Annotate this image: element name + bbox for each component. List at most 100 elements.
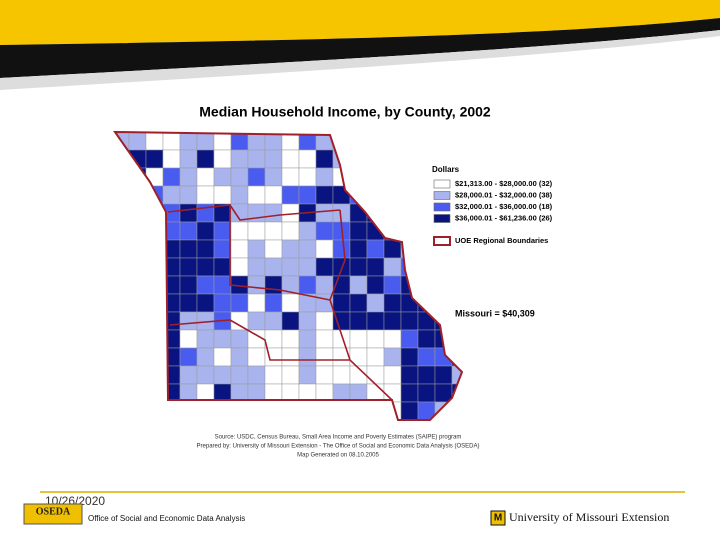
oseda-logo xyxy=(23,503,83,525)
county xyxy=(230,167,249,187)
mu-logo-mark: M xyxy=(494,513,502,524)
county xyxy=(196,257,215,277)
county xyxy=(417,329,436,349)
county xyxy=(281,329,300,349)
county xyxy=(332,293,351,313)
legend-boundary-label: UOE Regional Boundaries xyxy=(455,236,548,245)
county xyxy=(315,347,334,367)
county xyxy=(400,329,419,349)
legend-swatch xyxy=(433,202,451,212)
county xyxy=(196,239,215,259)
county xyxy=(281,347,300,367)
county xyxy=(281,239,300,259)
county xyxy=(213,347,232,367)
county xyxy=(179,257,198,277)
mu-logo xyxy=(490,510,506,526)
county xyxy=(230,293,249,313)
county xyxy=(179,347,198,367)
county xyxy=(247,293,266,313)
county xyxy=(196,167,215,187)
county xyxy=(196,149,215,169)
county xyxy=(264,257,283,277)
county xyxy=(247,347,266,367)
county xyxy=(264,221,283,241)
county xyxy=(230,239,249,259)
county xyxy=(145,149,164,169)
legend-label: $32,000.01 - $36,000.00 (18) xyxy=(455,202,553,211)
county xyxy=(213,329,232,349)
county xyxy=(247,221,266,241)
county xyxy=(145,132,164,151)
county xyxy=(179,329,198,349)
county xyxy=(247,311,266,331)
county xyxy=(196,275,215,295)
county xyxy=(400,383,419,403)
county xyxy=(230,329,249,349)
county xyxy=(281,293,300,313)
county xyxy=(230,149,249,169)
source-line: Prepared by: University of Missouri Exte… xyxy=(197,444,480,450)
county xyxy=(179,239,198,259)
county xyxy=(315,221,334,241)
legend-swatch xyxy=(433,214,451,223)
source-line: Map Generated on 08.10.2005 xyxy=(297,453,379,459)
county xyxy=(281,311,300,331)
county xyxy=(383,239,402,259)
county xyxy=(196,221,215,241)
county xyxy=(247,185,266,205)
county xyxy=(179,221,198,241)
county xyxy=(349,293,368,313)
county xyxy=(366,275,385,295)
county xyxy=(162,132,181,151)
county xyxy=(281,365,300,385)
county xyxy=(264,275,283,295)
county xyxy=(247,239,266,259)
county xyxy=(315,149,334,169)
county xyxy=(162,167,181,187)
county xyxy=(315,185,334,205)
county xyxy=(196,365,215,385)
county xyxy=(213,221,232,241)
banner-gold xyxy=(0,0,720,45)
legend-label: $36,000.01 - $61,236.00 (26) xyxy=(455,213,553,222)
legend-label: $28,000.01 - $32,000.00 (38) xyxy=(455,190,553,199)
county xyxy=(383,275,402,295)
county xyxy=(196,132,215,151)
county xyxy=(213,185,232,205)
county xyxy=(315,365,334,385)
oseda-logo-text: OSEDA xyxy=(36,506,71,517)
county xyxy=(298,185,317,205)
state-outline xyxy=(113,130,464,421)
county xyxy=(383,347,402,367)
map-title: Median Household Income, by County, 2002 xyxy=(199,104,491,120)
county xyxy=(298,329,317,349)
county xyxy=(298,221,317,241)
county xyxy=(128,132,147,151)
county xyxy=(247,365,266,385)
legend-swatch xyxy=(433,179,451,189)
county xyxy=(264,167,283,187)
county xyxy=(332,257,351,277)
county xyxy=(366,347,385,367)
county xyxy=(383,257,402,277)
banner-shadow xyxy=(0,30,720,90)
county xyxy=(281,221,300,241)
county xyxy=(298,365,317,385)
county xyxy=(434,365,453,385)
county xyxy=(230,185,249,205)
county xyxy=(349,311,368,331)
county xyxy=(366,257,385,277)
county xyxy=(349,257,368,277)
county xyxy=(213,132,232,151)
county xyxy=(247,149,266,169)
county xyxy=(213,365,232,385)
county xyxy=(383,293,402,313)
county xyxy=(298,167,317,187)
county xyxy=(400,311,419,331)
county xyxy=(332,365,351,385)
county xyxy=(366,239,385,259)
footer-org: Office of Social and Economic Data Analy… xyxy=(88,514,245,523)
banner-black xyxy=(0,18,720,78)
county xyxy=(247,275,266,295)
